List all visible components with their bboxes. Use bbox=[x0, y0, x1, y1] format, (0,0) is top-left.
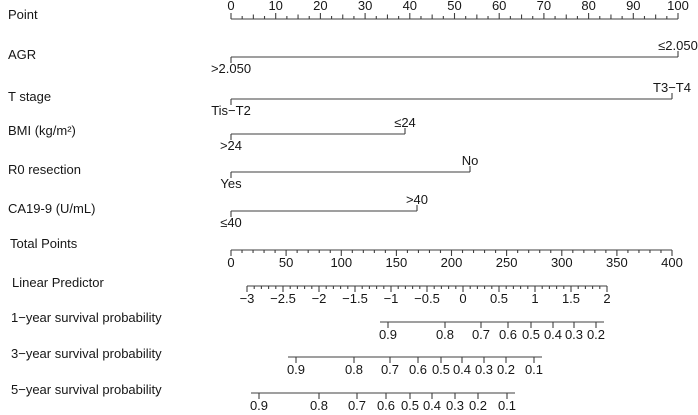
tick-label: 0.3 bbox=[565, 327, 583, 342]
tick-label: 20 bbox=[313, 0, 327, 13]
tick-label: 0.4 bbox=[453, 362, 471, 377]
tick-label: 0.8 bbox=[310, 398, 328, 413]
row-label-t-stage: T stage bbox=[8, 89, 52, 104]
factor-level-label: >24 bbox=[220, 138, 242, 153]
tick-label: 0.7 bbox=[348, 398, 366, 413]
tick-label: 0.7 bbox=[381, 362, 399, 377]
row-bmi-kg-m: ≤24 >24 bbox=[220, 115, 416, 153]
tick-label: 100 bbox=[330, 255, 352, 270]
tick-label: 0.1 bbox=[498, 398, 516, 413]
tick-label: 40 bbox=[403, 0, 417, 13]
tick-label: −0.5 bbox=[414, 291, 440, 306]
tick-label: 0.7 bbox=[472, 327, 490, 342]
row-linear-predictor: −3 −2.5 −2 −1.5 −1 −0.5 0 0.5 1 1.5 2 bbox=[240, 285, 611, 306]
row-label-agr: AGR bbox=[8, 47, 37, 62]
tick-label: 400 bbox=[661, 255, 683, 270]
row-point: 0 10 20 30 40 50 60 70 80 90 100 bbox=[227, 0, 689, 20]
row-label-total-points: Total Points bbox=[10, 236, 78, 251]
tick-label: 0.4 bbox=[544, 327, 562, 342]
row-label-point: Point bbox=[8, 7, 38, 22]
tick-label: 0.9 bbox=[379, 327, 397, 342]
tick-label: 0.8 bbox=[436, 327, 454, 342]
tick-label: −3 bbox=[240, 291, 255, 306]
factor-level-label: ≤2.050 bbox=[658, 38, 698, 53]
factor-level-label: >40 bbox=[406, 192, 428, 207]
row-label-linear-predictor: Linear Predictor bbox=[12, 275, 104, 290]
row-ca19-9-u-ml: >40 ≤40 bbox=[220, 192, 428, 230]
row-r0-resection: No Yes bbox=[220, 153, 478, 191]
tick-label: 0.5 bbox=[490, 291, 508, 306]
tick-label: 350 bbox=[606, 255, 628, 270]
row-label-r0-resection: R0 resection bbox=[8, 162, 81, 177]
row-5-year-survival-probability: 0.9 0.8 0.7 0.6 0.5 0.4 0.3 0.2 0.1 bbox=[250, 392, 516, 413]
tick-label: 50 bbox=[447, 0, 461, 13]
row-label-5-year-survival: 5−year survival probability bbox=[11, 382, 162, 397]
tick-label: 0.8 bbox=[345, 362, 363, 377]
row-label-1-year-survival: 1−year survival probability bbox=[11, 310, 162, 325]
tick-label: −1.5 bbox=[342, 291, 368, 306]
tick-label: −2 bbox=[312, 291, 327, 306]
tick-label: 300 bbox=[551, 255, 573, 270]
factor-level-label: ≤24 bbox=[394, 115, 416, 130]
tick-label: 0.4 bbox=[423, 398, 441, 413]
tick-label: 0.3 bbox=[446, 398, 464, 413]
tick-label: −2.5 bbox=[270, 291, 296, 306]
tick-label: 2 bbox=[603, 291, 610, 306]
tick-label: 0 bbox=[227, 255, 234, 270]
row-3-year-survival-probability: 0.9 0.8 0.7 0.6 0.5 0.4 0.3 0.2 0.1 bbox=[287, 356, 543, 377]
tick-label: 70 bbox=[537, 0, 551, 13]
tick-label: 0.6 bbox=[377, 398, 395, 413]
tick-label: 0.2 bbox=[497, 362, 515, 377]
row-label-bmi: BMI (kg/m²) bbox=[8, 123, 76, 138]
tick-label: 1 bbox=[531, 291, 538, 306]
row-t-stage: T3−T4 Tis−T2 bbox=[211, 80, 691, 118]
tick-label: 10 bbox=[268, 0, 282, 13]
tick-label: 50 bbox=[279, 255, 293, 270]
tick-label: 0.5 bbox=[401, 398, 419, 413]
tick-label: 0.5 bbox=[522, 327, 540, 342]
tick-label: 90 bbox=[626, 0, 640, 13]
tick-label: 0.9 bbox=[250, 398, 268, 413]
tick-label: 0.1 bbox=[525, 362, 543, 377]
factor-level-label: No bbox=[462, 153, 479, 168]
tick-label: 0.6 bbox=[499, 327, 517, 342]
tick-label: 200 bbox=[441, 255, 463, 270]
tick-label: 0.2 bbox=[469, 398, 487, 413]
tick-label: 0.6 bbox=[409, 362, 427, 377]
row-agr: ≤2.050 >2.050 bbox=[211, 38, 698, 76]
row-label-ca19-9: CA19-9 (U/mL) bbox=[8, 201, 96, 216]
factor-level-label: T3−T4 bbox=[653, 80, 691, 95]
factor-level-label: Yes bbox=[220, 176, 242, 191]
tick-label: 250 bbox=[496, 255, 518, 270]
factor-level-label: >2.050 bbox=[211, 61, 251, 76]
factor-level-label: ≤40 bbox=[220, 215, 242, 230]
tick-label: 150 bbox=[386, 255, 408, 270]
tick-label: 80 bbox=[581, 0, 595, 13]
tick-label: 0.2 bbox=[587, 327, 605, 342]
tick-label: 0.9 bbox=[287, 362, 305, 377]
tick-label: 60 bbox=[492, 0, 506, 13]
row-total-points: 0 50 100 150 200 250 300 350 400 bbox=[227, 249, 683, 270]
factor-level-label: Tis−T2 bbox=[211, 103, 251, 118]
tick-label: 0 bbox=[459, 291, 466, 306]
tick-label: 0.5 bbox=[432, 362, 450, 377]
tick-label: 100 bbox=[667, 0, 689, 13]
tick-label: 0 bbox=[227, 0, 234, 13]
row-label-3-year-survival: 3−year survival probability bbox=[11, 346, 162, 361]
tick-label: 30 bbox=[358, 0, 372, 13]
row-1-year-survival-probability: 0.9 0.8 0.7 0.6 0.5 0.4 0.3 0.2 bbox=[379, 321, 605, 342]
tick-label: 0.3 bbox=[475, 362, 493, 377]
tick-label: −1 bbox=[384, 291, 399, 306]
tick-label: 1.5 bbox=[562, 291, 580, 306]
